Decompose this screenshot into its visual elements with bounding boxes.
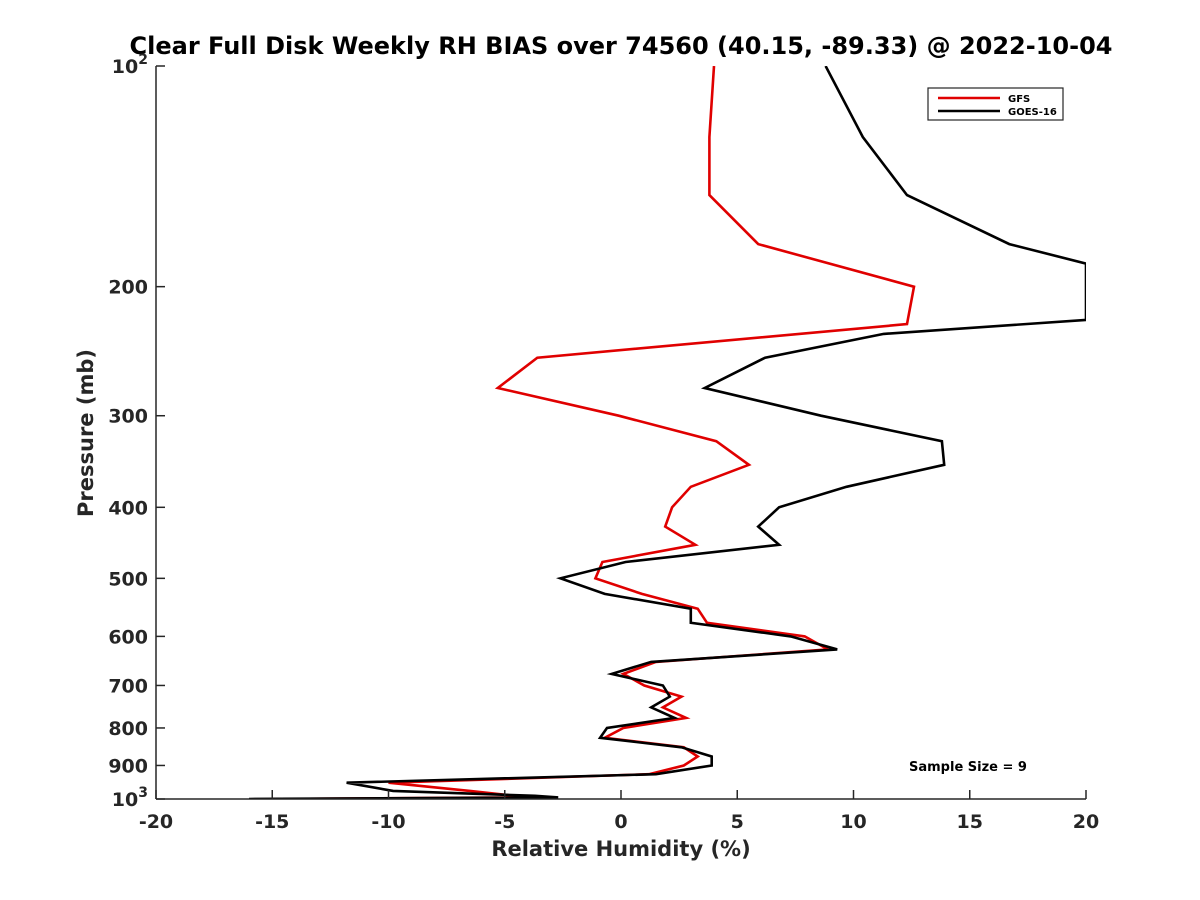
x-tick-label: -15 <box>255 811 289 833</box>
x-tick-label: 10 <box>840 811 866 833</box>
x-tick-label: 15 <box>957 811 983 833</box>
x-tick-label: -5 <box>494 811 515 833</box>
legend-box <box>927 87 1064 121</box>
x-ticks: -20 -15 -10 -5 0 5 10 15 20 <box>139 790 1099 833</box>
x-tick-label: 20 <box>1073 811 1099 833</box>
y-tick-label: 900 <box>108 755 148 777</box>
chart-title: Clear Full Disk Weekly RH BIAS over 7456… <box>130 32 1113 60</box>
y-tick-label: 102 <box>112 52 148 78</box>
series-line-goes-16 <box>248 66 1086 799</box>
y-tick-label: 300 <box>108 406 148 428</box>
y-tick-label: 500 <box>108 568 148 590</box>
x-tick-label: -10 <box>371 811 405 833</box>
legend-label-goes-16: GOES-16 <box>1008 107 1057 118</box>
y-tick-label: 700 <box>108 675 148 697</box>
series-layer <box>248 66 1086 799</box>
plot-area <box>156 66 1086 799</box>
y-axis-label: Pressure (mb) <box>74 349 98 517</box>
y-tick-label: 800 <box>108 718 148 740</box>
y-ticks: 102 200 300 400 500 600 700 800 900 103 <box>108 52 165 811</box>
y-tick-label: 103 <box>112 785 148 811</box>
y-tick-label: 400 <box>108 497 148 519</box>
series-line-gfs <box>272 66 916 799</box>
x-tick-label: -20 <box>139 811 173 833</box>
x-tick-label: 0 <box>614 811 627 833</box>
sample-size-annotation: Sample Size = 9 <box>909 760 1027 775</box>
y-tick-label: 600 <box>108 626 148 648</box>
y-tick-label: 200 <box>108 277 148 299</box>
x-axis-label: Relative Humidity (%) <box>491 837 750 861</box>
legend: GFS GOES-16 <box>927 87 1064 121</box>
legend-label-gfs: GFS <box>1008 94 1030 105</box>
x-tick-label: 5 <box>731 811 744 833</box>
